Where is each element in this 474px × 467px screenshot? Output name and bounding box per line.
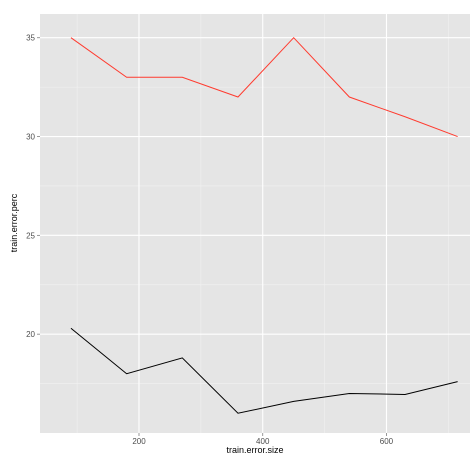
- y-tick-label: 30: [26, 133, 35, 142]
- series-line-1: [70, 36, 458, 138]
- y-tick-label: 20: [26, 330, 35, 339]
- x-tick-label: 400: [256, 437, 270, 446]
- y-tick-label: 25: [26, 231, 35, 240]
- series-line-2: [70, 327, 458, 414]
- axis-ticks: 200 400 600 20 25 30 35: [26, 34, 394, 446]
- x-tick-label: 600: [380, 437, 394, 446]
- y-tick-label: 35: [26, 34, 35, 43]
- plot-panel: [40, 14, 470, 433]
- x-tick-label: 200: [132, 437, 146, 446]
- y-axis-title: train.error.perc: [9, 193, 19, 252]
- major-gridlines: [40, 14, 470, 433]
- x-axis-title: train.error.size: [226, 445, 283, 455]
- series-layer: [70, 36, 458, 414]
